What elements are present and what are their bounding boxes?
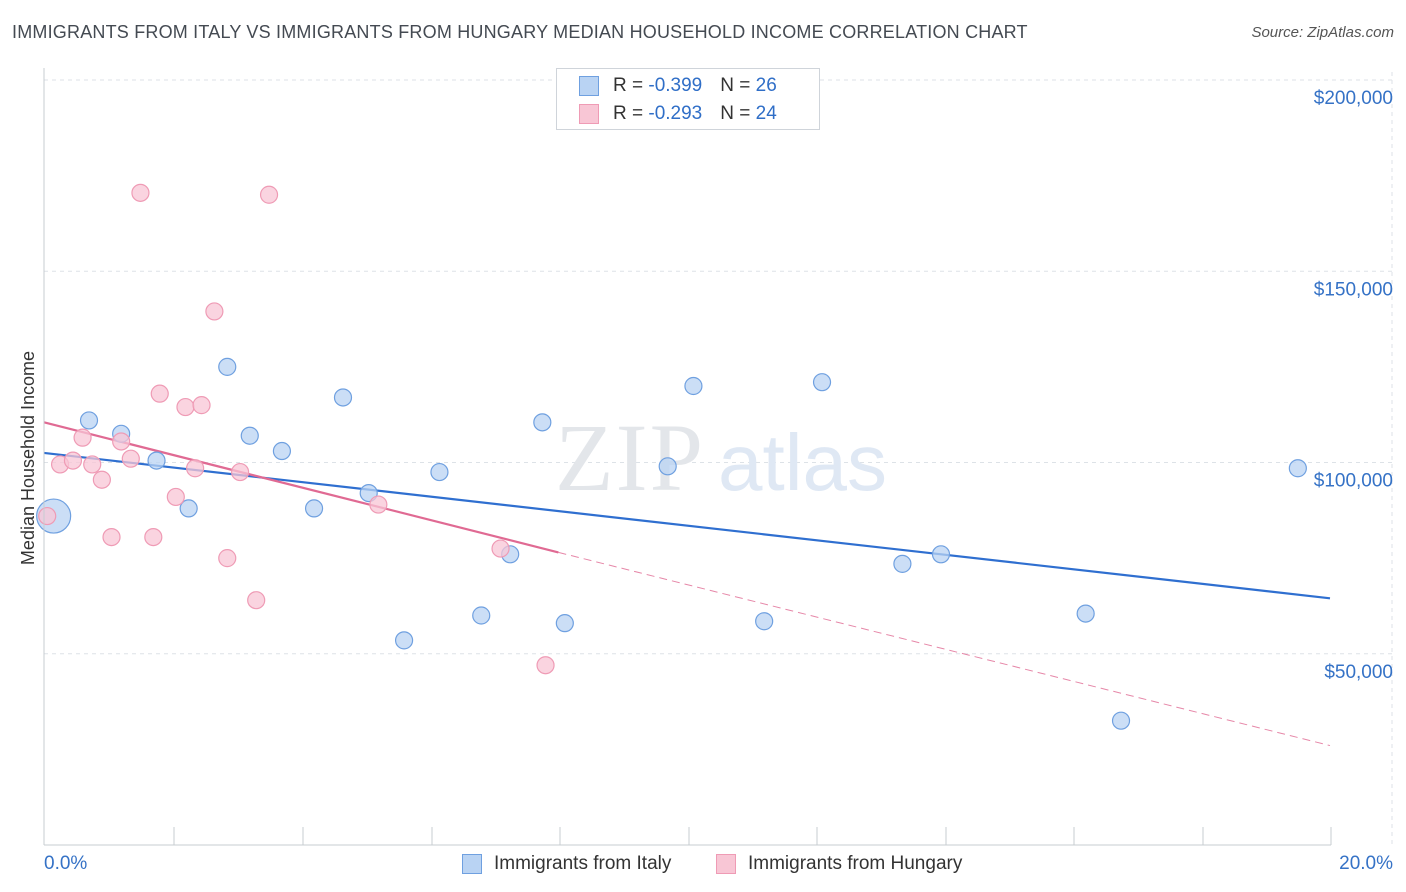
y-axis-label: Median Household Income	[18, 351, 38, 565]
source-label: Source: ZipAtlas.com	[1251, 24, 1394, 41]
point-italy	[555, 614, 574, 633]
hungary-swatch-icon	[579, 104, 599, 124]
y-tick-label: $50,000	[1324, 662, 1393, 683]
y-tick-label: $100,000	[1314, 471, 1393, 492]
point-hungary	[192, 396, 211, 415]
italy-n-value: 26	[755, 75, 777, 96]
point-italy	[684, 376, 703, 396]
y-tick-label: $150,000	[1314, 279, 1393, 300]
point-italy	[147, 451, 166, 470]
point-hungary	[259, 185, 279, 204]
watermark-atlas: atlas	[718, 418, 887, 507]
point-hungary	[166, 487, 185, 507]
point-hungary	[112, 432, 131, 451]
point-italy	[1076, 604, 1095, 623]
point-italy	[533, 413, 552, 432]
point-hungary	[131, 183, 150, 202]
point-hungary	[176, 397, 195, 417]
point-italy	[1288, 459, 1307, 478]
stats-row-italy: R = -0.399 N = 26	[579, 74, 777, 98]
point-hungary	[186, 459, 205, 478]
legend-item-hungary[interactable]: Immigrants from Hungary	[716, 853, 962, 875]
point-hungary	[63, 451, 83, 470]
italy-n-label: N =	[720, 75, 756, 96]
hungary-r-label: R =	[613, 103, 649, 124]
point-italy	[333, 388, 353, 407]
point-hungary	[205, 302, 224, 321]
point-italy	[430, 462, 449, 482]
stats-legend: R = -0.399 N = 26 R = -0.293 N = 24	[556, 68, 820, 130]
stats-row-hungary: R = -0.293 N = 24	[579, 102, 777, 126]
point-hungary	[231, 462, 250, 482]
point-hungary	[369, 495, 388, 514]
point-italy	[472, 606, 491, 625]
legend-item-italy[interactable]: Immigrants from Italy	[462, 853, 671, 875]
legend-label-hungary: Immigrants from Hungary	[748, 853, 963, 874]
point-italy	[893, 554, 912, 573]
legend-label-italy: Immigrants from Italy	[494, 853, 672, 874]
point-italy	[179, 499, 198, 518]
point-hungary	[38, 506, 57, 526]
point-hungary	[218, 549, 237, 568]
point-hungary	[150, 384, 169, 403]
italy-r-value: -0.399	[648, 75, 703, 96]
point-italy	[79, 411, 99, 430]
chart-title: IMMIGRANTS FROM ITALY VS IMMIGRANTS FROM…	[12, 22, 1028, 42]
point-italy	[272, 441, 292, 461]
point-hungary	[144, 527, 163, 547]
point-italy	[394, 631, 414, 650]
point-hungary	[491, 539, 510, 558]
point-italy	[812, 373, 832, 392]
hungary-n-value: 24	[755, 103, 777, 124]
hungary-n-label: N =	[720, 103, 756, 124]
point-hungary	[73, 428, 92, 447]
watermark-zip: ZIP	[555, 404, 705, 511]
point-italy	[755, 612, 774, 631]
y-tick-label: $200,000	[1314, 88, 1393, 109]
point-hungary	[102, 527, 121, 547]
hungary-r-value: -0.293	[648, 103, 703, 124]
x-tick-label: 0.0%	[44, 853, 87, 874]
point-hungary	[83, 455, 102, 474]
point-italy	[658, 457, 677, 476]
point-hungary	[121, 449, 140, 468]
point-italy	[931, 545, 951, 564]
italy-legend-swatch-icon	[462, 854, 482, 874]
x-tick-label: 20.0%	[1339, 853, 1393, 874]
hungary-legend-swatch-icon	[716, 854, 736, 874]
italy-r-label: R =	[613, 75, 649, 96]
point-hungary	[536, 656, 555, 675]
point-hungary	[92, 470, 111, 489]
trendline-hungary-extension	[558, 551, 1331, 747]
point-italy	[218, 357, 237, 376]
point-hungary	[247, 591, 266, 610]
bottom-legend: Immigrants from Italy Immigrants from Hu…	[0, 850, 1406, 880]
italy-swatch-icon	[579, 76, 599, 96]
point-italy	[304, 499, 324, 518]
point-italy	[1111, 711, 1131, 730]
point-italy	[240, 426, 259, 445]
